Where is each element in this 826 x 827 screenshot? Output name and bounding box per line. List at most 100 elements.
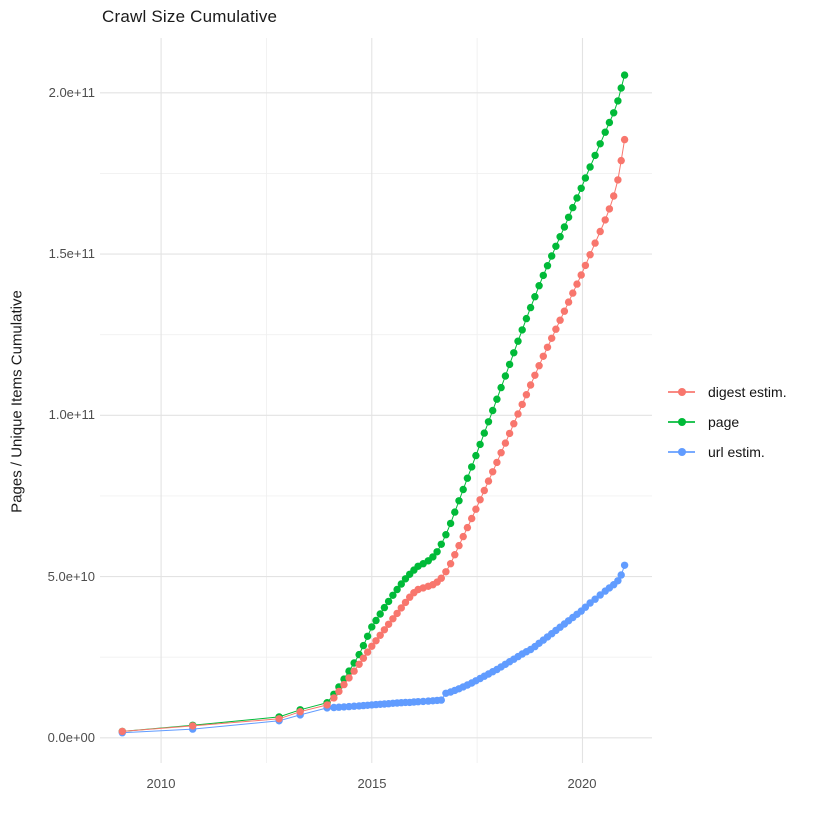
legend-label: url estim. xyxy=(708,444,765,460)
data-point xyxy=(531,293,539,301)
data-point xyxy=(620,561,629,569)
legend-label: digest estim. xyxy=(708,384,787,400)
data-point xyxy=(335,687,343,696)
y-tick-label: 5.0e+10 xyxy=(47,569,95,584)
data-point xyxy=(468,463,476,471)
data-point xyxy=(376,610,384,618)
data-point xyxy=(359,654,368,662)
data-point xyxy=(617,156,625,165)
data-point xyxy=(548,334,556,342)
data-point xyxy=(397,580,405,588)
data-point xyxy=(620,135,629,144)
data-point xyxy=(522,314,531,323)
x-tick-label: 2010 xyxy=(146,776,176,791)
data-point xyxy=(614,176,622,184)
data-point xyxy=(548,252,556,260)
data-point xyxy=(451,551,459,559)
data-point xyxy=(384,620,393,628)
data-point xyxy=(535,362,543,370)
data-point xyxy=(573,280,581,288)
data-point xyxy=(323,701,331,709)
data-point xyxy=(510,420,518,428)
data-point xyxy=(368,623,376,631)
data-point xyxy=(526,303,535,312)
legend-item-url-estim: url estim. xyxy=(668,437,787,467)
data-point xyxy=(459,532,467,541)
minor-gridlines xyxy=(100,38,652,763)
data-point xyxy=(518,326,526,334)
data-point xyxy=(573,194,581,202)
data-point xyxy=(526,381,535,389)
data-point xyxy=(620,71,629,79)
data-point xyxy=(591,151,599,160)
data-point xyxy=(459,485,467,494)
data-point xyxy=(539,271,547,280)
data-point xyxy=(596,227,604,236)
data-point xyxy=(601,128,609,136)
data-point xyxy=(605,118,614,127)
data-point xyxy=(493,395,501,403)
data-point xyxy=(543,343,552,351)
data-point xyxy=(189,722,197,730)
data-point xyxy=(514,410,522,418)
data-point xyxy=(577,271,585,279)
data-point xyxy=(401,598,410,607)
data-point xyxy=(484,477,493,485)
legend-item-digest-estim: digest estim. xyxy=(668,377,787,407)
y-tick-label: 0.0e+00 xyxy=(47,730,95,745)
data-point xyxy=(581,174,590,182)
data-point xyxy=(510,349,518,357)
data-point xyxy=(569,289,577,297)
data-point xyxy=(489,468,497,476)
legend-key-page-line-dot-icon xyxy=(668,414,695,430)
x-tick-label: 2015 xyxy=(357,776,387,791)
data-point xyxy=(363,632,372,640)
data-point xyxy=(497,383,505,392)
data-point xyxy=(518,400,526,409)
data-point xyxy=(586,599,594,607)
data-point xyxy=(535,282,543,290)
data-point xyxy=(389,615,397,623)
data-point xyxy=(552,242,560,250)
y-tick-label: 1.5e+11 xyxy=(48,246,95,261)
data-point xyxy=(617,571,625,579)
data-point xyxy=(552,325,560,333)
data-point xyxy=(560,223,569,231)
chart-title: Crawl Size Cumulative xyxy=(102,7,278,26)
data-point xyxy=(531,371,539,379)
data-point xyxy=(393,609,401,618)
data-point xyxy=(393,585,401,594)
data-point xyxy=(429,553,437,561)
data-point xyxy=(560,307,569,315)
legend-label: page xyxy=(708,414,740,430)
data-point xyxy=(614,577,622,585)
y-axis-title: Pages / Unique Items Cumulative xyxy=(8,290,26,513)
legend-item-page: page xyxy=(668,407,787,437)
data-point xyxy=(296,708,304,716)
x-tick-label: 2020 xyxy=(567,776,597,791)
data-point xyxy=(484,418,493,426)
data-point xyxy=(591,239,599,247)
data-point xyxy=(591,595,599,603)
data-point xyxy=(340,680,348,689)
data-point xyxy=(564,298,573,306)
data-point xyxy=(359,641,368,650)
data-point xyxy=(476,496,484,504)
data-point xyxy=(497,449,505,457)
data-point xyxy=(363,648,372,656)
data-point xyxy=(380,603,389,612)
data-point xyxy=(437,574,445,582)
data-point xyxy=(397,604,405,612)
data-point xyxy=(472,505,480,513)
data-point xyxy=(610,109,618,117)
data-point xyxy=(442,531,450,539)
data-point xyxy=(610,192,618,200)
data-point xyxy=(368,642,376,650)
data-point xyxy=(489,406,497,415)
data-point xyxy=(569,203,577,212)
legend: digest estim. page url estim. xyxy=(668,377,787,467)
data-point xyxy=(577,184,585,192)
data-point xyxy=(468,514,476,523)
